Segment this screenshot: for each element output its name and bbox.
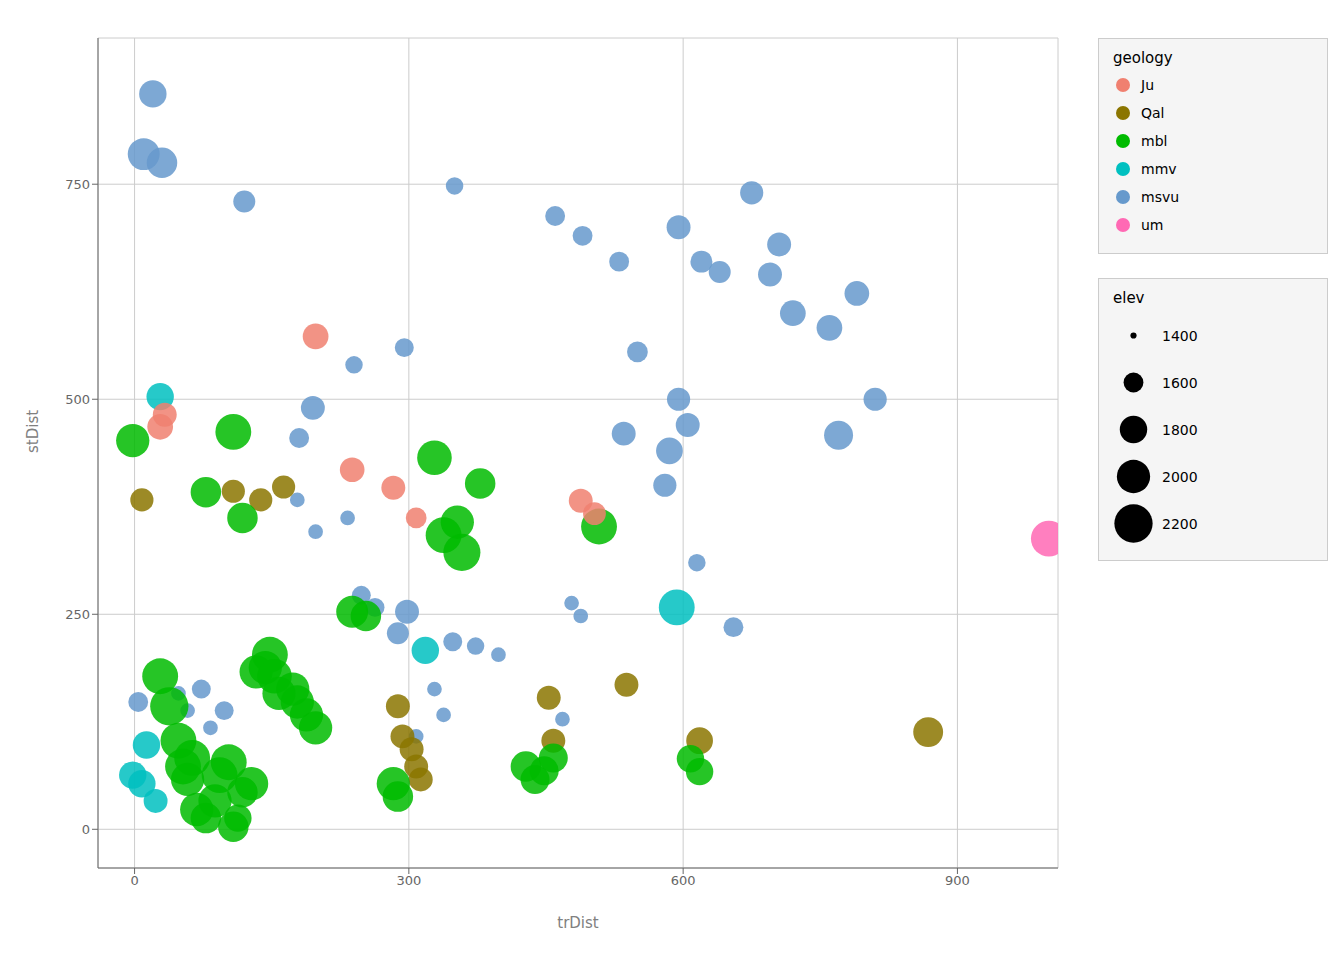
svg-text:900: 900: [945, 873, 970, 888]
html-text:Ju: Ju: [1141, 77, 1154, 93]
html-text:mmv: mmv: [1141, 161, 1177, 177]
html-text:mbl: mbl: [1141, 133, 1168, 149]
svg-text:0: 0: [82, 822, 90, 837]
html-text:1800: 1800: [1162, 421, 1198, 438]
html-text:msvu: msvu: [1141, 189, 1180, 205]
html-text:1600: 1600: [1162, 374, 1198, 391]
svg-text:300: 300: [396, 873, 421, 888]
svg-text:500: 500: [65, 392, 90, 407]
html-text:elev: elev: [1113, 289, 1145, 307]
html-text:1400: 1400: [1162, 327, 1198, 344]
html-text:um: um: [1141, 217, 1164, 233]
svg-text:trDist: trDist: [557, 914, 599, 932]
html-text:2000: 2000: [1162, 468, 1198, 485]
html-text:Qal: Qal: [1141, 105, 1165, 121]
html-text:2200: 2200: [1162, 515, 1198, 532]
svg-text:600: 600: [671, 873, 696, 888]
html-text:geology: geology: [1113, 49, 1173, 67]
svg-text:stDist: stDist: [24, 410, 42, 453]
svg-text:0: 0: [130, 873, 138, 888]
svg-text:750: 750: [65, 177, 90, 192]
svg-text:250: 250: [65, 607, 90, 622]
